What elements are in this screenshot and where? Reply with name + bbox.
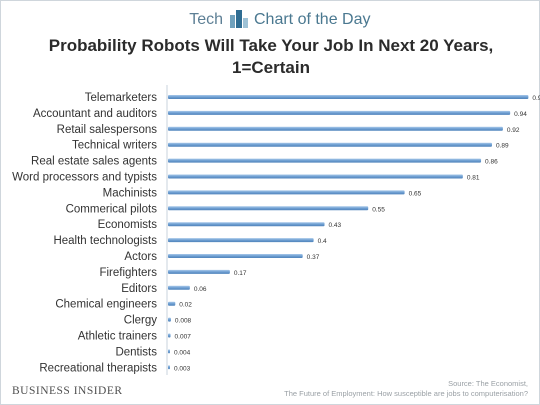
bar: [168, 222, 325, 227]
value-label: 0.003: [174, 365, 191, 372]
category-label: Health technologists: [53, 235, 157, 247]
bar: [168, 365, 170, 370]
value-label: 0.004: [174, 349, 191, 356]
category-label: Clergy: [124, 315, 157, 327]
bar: [168, 95, 529, 99]
value-label: 0.92: [507, 127, 520, 134]
bar: [168, 158, 482, 163]
source-line-1: Source: The Economist,: [448, 379, 528, 388]
bar: [168, 142, 492, 147]
brand-header: Tech Chart of the Day: [1, 9, 540, 31]
value-label: 0.4: [318, 238, 327, 245]
bar: [168, 301, 176, 306]
bar: [168, 174, 463, 179]
category-label: Word processors and typists: [12, 172, 157, 184]
bar-chart: Telemarketers 0.99 Accountant and auditors…: [12, 85, 540, 375]
category-label: Commerical pilots: [66, 203, 158, 215]
value-label: 0.94: [514, 111, 527, 118]
value-label: 0.43: [329, 222, 342, 229]
bar: [168, 254, 303, 258]
bar: [168, 317, 171, 322]
brand-feature-label: Chart of the Day: [254, 11, 371, 28]
value-label: 0.89: [496, 143, 509, 150]
category-label: Real estate sales agents: [31, 156, 157, 168]
category-label: Economists: [98, 219, 158, 231]
value-label: 0.37: [307, 254, 320, 261]
category-label: Technical writers: [72, 140, 157, 152]
source-note: Source: The Economist, The Future of Emp…: [284, 379, 528, 399]
value-label: 0.02: [179, 302, 192, 309]
value-label: 0.17: [234, 270, 247, 277]
value-label: 0.55: [372, 206, 385, 213]
bar: [168, 110, 511, 115]
category-label: Chemical engineers: [55, 299, 157, 311]
bar: [168, 285, 190, 290]
category-label: Athletic trainers: [78, 331, 158, 343]
bar: [168, 269, 230, 274]
value-label: 0.86: [485, 159, 498, 166]
bar: [168, 126, 503, 131]
category-label: Dentists: [115, 346, 157, 358]
bar: [168, 190, 405, 195]
category-label: Recreational therapists: [39, 362, 157, 374]
category-label: Machinists: [103, 187, 158, 199]
category-label: Actors: [124, 251, 157, 263]
value-label: 0.99: [532, 95, 540, 102]
value-label: 0.007: [175, 334, 192, 341]
bar-chart-icon: [230, 10, 248, 28]
category-label: Firefighters: [99, 267, 157, 279]
bar: [168, 238, 314, 243]
category-label: Retail salespersons: [57, 124, 158, 136]
bar: [168, 333, 171, 338]
bar: [168, 206, 369, 211]
value-label: 0.06: [194, 286, 207, 293]
value-label: 0.008: [175, 318, 192, 325]
bar: [168, 349, 170, 354]
source-line-2: The Future of Employment: How susceptibl…: [284, 389, 528, 398]
brand-section-label: Tech: [189, 11, 223, 28]
category-label: Editors: [121, 283, 157, 295]
category-label: Accountant and auditors: [33, 108, 157, 120]
value-label: 0.81: [467, 175, 480, 182]
value-label: 0.65: [409, 190, 422, 197]
chart-title: Probability Robots Will Take Your Job In…: [48, 36, 494, 77]
category-label: Telemarketers: [85, 92, 157, 104]
publisher-logo: BUSINESS INSIDER: [12, 385, 123, 397]
